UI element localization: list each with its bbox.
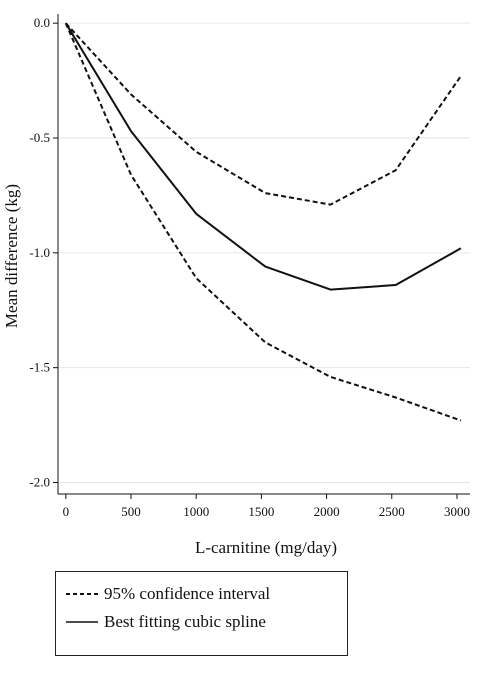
dashed-line-swatch — [66, 593, 98, 595]
gridlines — [58, 22, 470, 484]
cubic-spline-line — [64, 22, 462, 291]
series-lines — [64, 22, 462, 422]
y-tick-label: -1.5 — [29, 360, 50, 375]
legend-label-confidence-interval: 95% confidence interval — [104, 584, 271, 603]
x-tick-label: 1500 — [248, 504, 274, 519]
x-tick-label: 2500 — [379, 504, 405, 519]
line-chart: 0.0 -0.5 -1.0 -1.5 -2.0 0 500 1000 1500 2000 2500 3… — [2, 14, 470, 557]
axes — [57, 14, 470, 495]
x-tick-label: 0 — [63, 504, 70, 519]
y-tick-label: -0.5 — [29, 130, 50, 145]
lower-confidence-line — [64, 22, 462, 422]
x-tick-label: 3000 — [444, 504, 470, 519]
y-tick-label: -2.0 — [29, 475, 50, 490]
legend: 95% confidence interval Best fitting cub… — [55, 571, 348, 656]
solid-line-swatch — [66, 621, 98, 623]
y-tick-label: 0.0 — [34, 15, 50, 30]
x-axis-title: L-carnitine (mg/day) — [195, 538, 337, 557]
legend-label-cubic-spline: Best fitting cubic spline — [104, 612, 266, 631]
tick-marks: 0.0 -0.5 -1.0 -1.5 -2.0 0 500 1000 1500 2000 2500 3… — [29, 15, 470, 519]
y-axis-title: Mean difference (kg) — [2, 184, 21, 328]
x-tick-label: 500 — [121, 504, 141, 519]
x-tick-label: 2000 — [314, 504, 340, 519]
legend-item-confidence-interval: 95% confidence interval — [66, 583, 270, 605]
x-tick-label: 1000 — [183, 504, 209, 519]
legend-item-cubic-spline: Best fitting cubic spline — [66, 611, 266, 633]
upper-confidence-line — [65, 22, 462, 206]
y-tick-label: -1.0 — [29, 245, 50, 260]
